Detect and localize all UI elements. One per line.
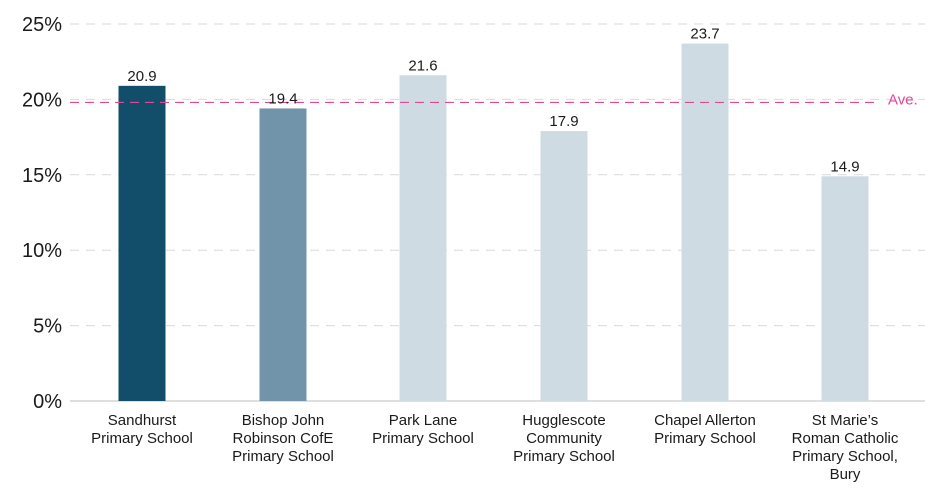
category-label: Park Lane Primary School <box>372 412 474 447</box>
category-label-line: Primary School <box>654 430 756 447</box>
y-tick-label: 20% <box>22 89 62 111</box>
category-label-line: Hugglescote <box>522 412 605 429</box>
bar <box>681 43 729 401</box>
category-label-line: Chapel Allerton <box>654 412 756 429</box>
category-label-line: Bury <box>830 466 861 483</box>
category-label: Sandhurst Primary School <box>91 412 193 447</box>
category-label-line: Primary School, <box>792 448 898 465</box>
category-label: Bishop John Robinson CofE Primary School <box>232 412 334 465</box>
category-label-line: Primary School <box>91 430 193 447</box>
data-labels: 20.9 19.4 21.6 17.9 23.7 14.9 <box>127 26 859 176</box>
grid-lines <box>70 23 925 402</box>
bar <box>118 85 166 401</box>
y-tick-label: 15% <box>22 165 62 187</box>
bar <box>821 176 869 401</box>
category-label: St Marie’s Roman Catholic Primary School, B… <box>792 412 899 483</box>
data-label: 21.6 <box>408 57 437 74</box>
bar <box>540 131 588 401</box>
average-line-group: Ave. <box>70 91 918 108</box>
category-label-line: Primary School <box>232 448 334 465</box>
category-label-line: Robinson CofE <box>233 430 334 447</box>
category-label-line: St Marie’s <box>812 412 878 429</box>
bar <box>259 108 307 401</box>
y-tick-label: 25% <box>22 14 62 36</box>
category-label: Chapel Allerton Primary School <box>654 412 756 447</box>
y-tick-label: 5% <box>33 316 62 338</box>
category-label-line: Sandhurst <box>108 412 177 429</box>
category-label-line: Roman Catholic <box>792 430 899 447</box>
bar <box>399 75 447 401</box>
data-label: 23.7 <box>690 26 719 43</box>
y-tick-label: 0% <box>33 391 62 413</box>
average-label: Ave. <box>888 91 918 108</box>
category-label-line: Community <box>526 430 602 447</box>
data-label: 20.9 <box>127 68 156 85</box>
y-axis-ticks: 0% 5% 10% 15% 20% 25% <box>22 14 62 413</box>
category-label: Hugglescote Community Primary School <box>513 412 615 465</box>
category-label-line: Primary School <box>513 448 615 465</box>
category-label-line: Park Lane <box>389 412 457 429</box>
category-label-line: Primary School <box>372 430 474 447</box>
y-tick-label: 10% <box>22 240 62 262</box>
data-label: 17.9 <box>549 113 578 130</box>
bars <box>118 43 869 401</box>
category-label-line: Bishop John <box>242 412 325 429</box>
data-label: 19.4 <box>268 90 297 107</box>
data-label: 14.9 <box>830 158 859 175</box>
